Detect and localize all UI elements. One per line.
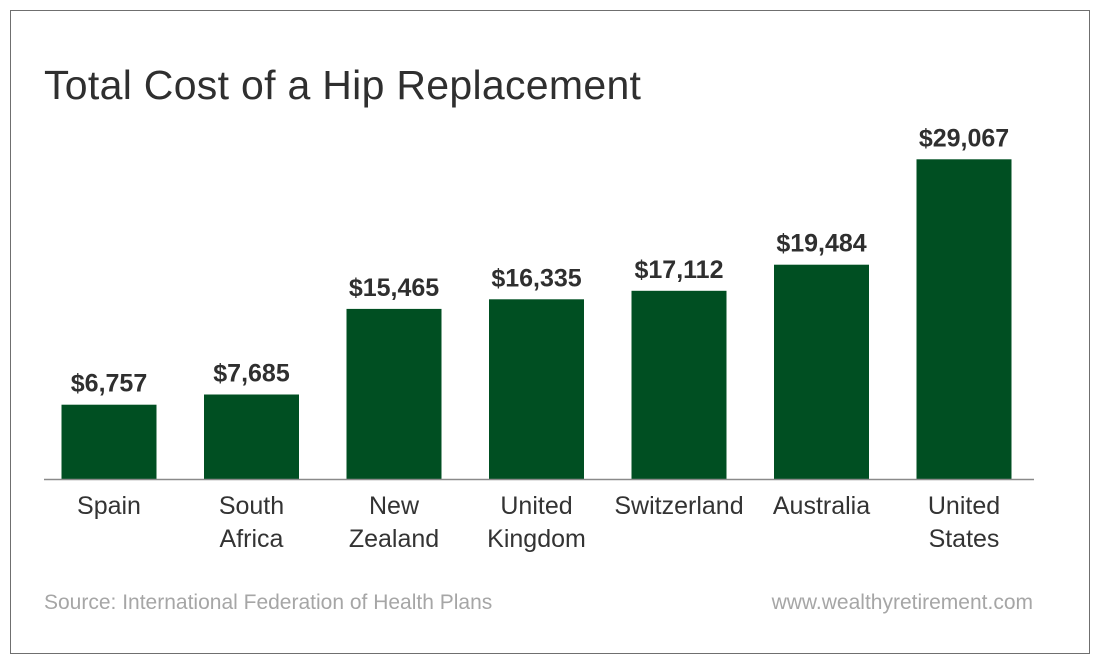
category-label: South (219, 492, 284, 520)
bar (489, 299, 584, 479)
website-link[interactable]: www.wealthyretirement.com (771, 591, 1033, 614)
bar-value-label: $15,465 (349, 274, 439, 302)
category-label: Switzerland (614, 492, 743, 520)
bar-value-label: $16,335 (491, 264, 581, 292)
category-label: Zealand (349, 525, 439, 553)
source-note: Source: International Federation of Heal… (44, 591, 493, 614)
category-label: Kingdom (487, 525, 586, 553)
category-label: States (929, 525, 1000, 553)
bar (916, 159, 1012, 480)
chart-title: Total Cost of a Hip Replacement (44, 62, 642, 108)
category-label: United (928, 492, 1000, 520)
category-label: Australia (773, 492, 870, 520)
category-label: United (500, 492, 572, 520)
bar-value-label: $19,484 (776, 230, 866, 258)
bar (346, 308, 442, 479)
bar-value-label: $17,112 (635, 256, 724, 284)
category-label: Africa (220, 525, 284, 553)
category-label: New (369, 492, 420, 520)
bar-value-label: $29,067 (919, 124, 1009, 152)
category-label: Spain (77, 492, 141, 520)
bar (204, 394, 299, 479)
bar (61, 404, 157, 479)
bar (774, 264, 869, 479)
bar-value-label: $7,685 (213, 360, 290, 388)
bar-value-label: $6,757 (71, 370, 147, 398)
bar (631, 290, 727, 479)
